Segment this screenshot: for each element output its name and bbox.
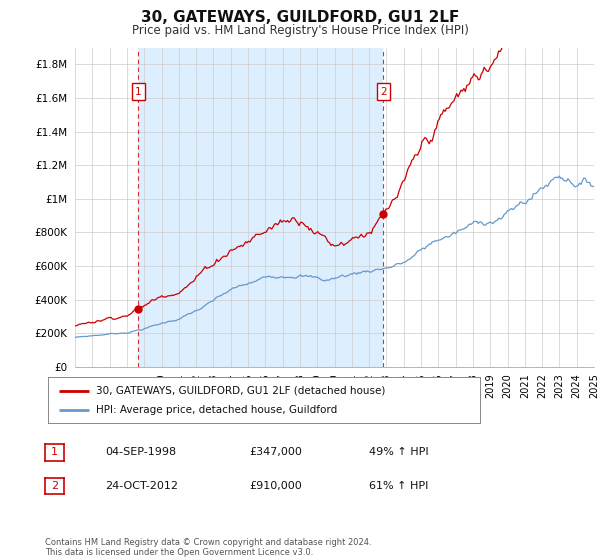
Text: 49% ↑ HPI: 49% ↑ HPI <box>369 447 428 458</box>
Text: 61% ↑ HPI: 61% ↑ HPI <box>369 481 428 491</box>
Text: 2: 2 <box>380 87 386 97</box>
Bar <box>139 48 383 367</box>
Text: HPI: Average price, detached house, Guildford: HPI: Average price, detached house, Guil… <box>95 405 337 415</box>
Text: £910,000: £910,000 <box>249 481 302 491</box>
Text: 04-SEP-1998: 04-SEP-1998 <box>105 447 176 458</box>
Text: 24-OCT-2012: 24-OCT-2012 <box>105 481 178 491</box>
Text: Contains HM Land Registry data © Crown copyright and database right 2024.
This d: Contains HM Land Registry data © Crown c… <box>45 538 371 557</box>
Text: 2: 2 <box>51 481 58 491</box>
Text: 30, GATEWAYS, GUILDFORD, GU1 2LF: 30, GATEWAYS, GUILDFORD, GU1 2LF <box>141 10 459 25</box>
Text: 30, GATEWAYS, GUILDFORD, GU1 2LF (detached house): 30, GATEWAYS, GUILDFORD, GU1 2LF (detach… <box>95 386 385 396</box>
Text: £347,000: £347,000 <box>249 447 302 458</box>
Text: Price paid vs. HM Land Registry's House Price Index (HPI): Price paid vs. HM Land Registry's House … <box>131 24 469 36</box>
Text: 1: 1 <box>135 87 142 97</box>
Text: 1: 1 <box>51 447 58 458</box>
